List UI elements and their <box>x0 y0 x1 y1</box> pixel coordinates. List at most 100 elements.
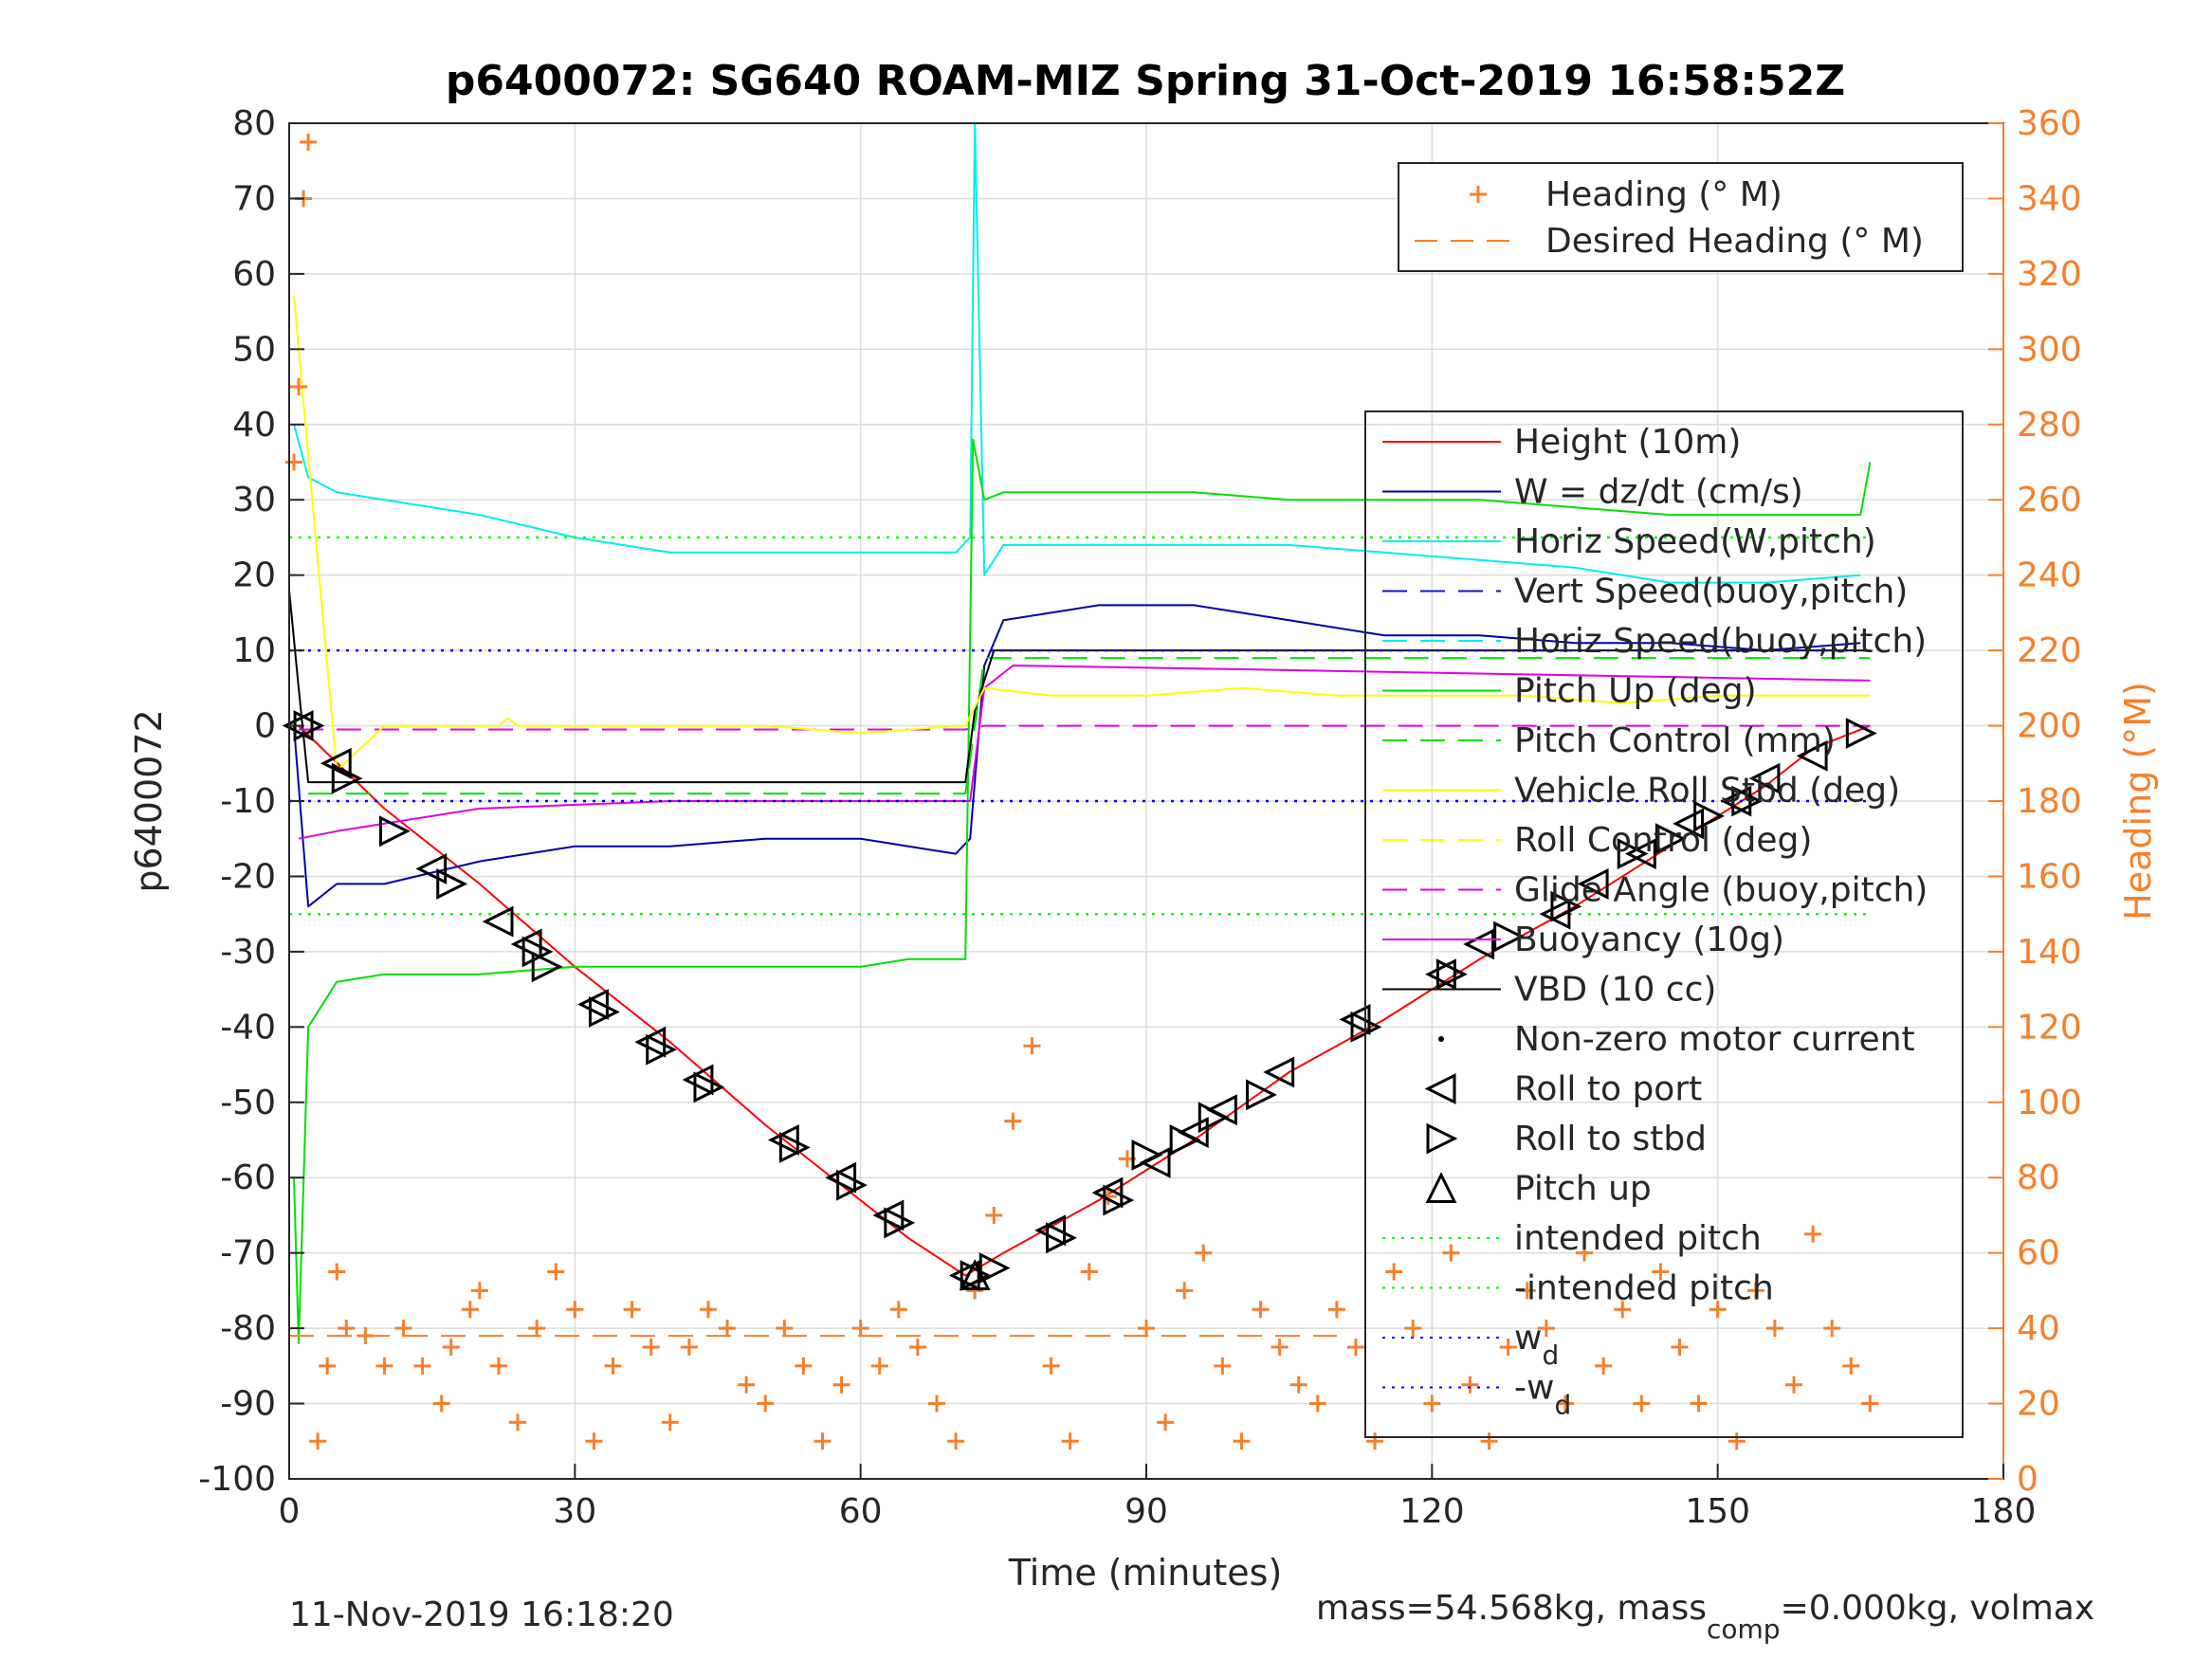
heading-point <box>1556 1395 1574 1413</box>
legend-row: Roll to stbd <box>1426 1120 1707 1158</box>
heading-point <box>1746 1282 1764 1300</box>
heading-point <box>1633 1395 1651 1413</box>
y-left-tick-label: -100 <box>198 1460 276 1499</box>
legend-row: Buoyancy (10g) <box>1382 921 1784 959</box>
heading-point <box>470 1282 488 1300</box>
chart-title: p6400072: SG640 ROAM-MIZ Spring 31-Oct-2… <box>446 57 1845 105</box>
heading-point <box>623 1301 641 1319</box>
heading-point <box>290 378 308 396</box>
legend-row: wd <box>1382 1319 1559 1371</box>
roll-to-port-marker <box>415 853 448 884</box>
roll-to-port-marker <box>1091 1176 1124 1209</box>
y-left-tick-label: -20 <box>220 857 276 896</box>
y-right-tick-label: 160 <box>2017 857 2082 896</box>
y-left-tick-label: 80 <box>232 104 276 143</box>
legend-row: W = dz/dt (cm/s) <box>1382 473 1803 512</box>
roll-to-stbd-marker <box>978 1252 1011 1284</box>
heading-point <box>1442 1244 1460 1262</box>
x-tick-label: 180 <box>1971 1492 2037 1531</box>
y-left-tick-label: -60 <box>220 1158 276 1197</box>
roll-to-port-marker <box>872 1199 905 1231</box>
legend-label: Pitch Control (mm) <box>1514 721 1836 760</box>
roll-to-port-marker <box>1748 762 1781 794</box>
heading-point <box>1728 1432 1746 1450</box>
marker-layer <box>282 710 1877 1291</box>
y-left-tick-label: 50 <box>232 330 276 369</box>
heading-point <box>1785 1376 1803 1394</box>
heading-point <box>1404 1320 1422 1338</box>
y-right-tick-label: 280 <box>2017 406 2082 445</box>
series-heading-m <box>285 133 1879 1450</box>
heading-point <box>1518 1282 1536 1300</box>
legend-label: Pitch up <box>1514 1170 1652 1209</box>
roll-to-port-marker <box>1577 867 1609 900</box>
heading-point <box>1765 1320 1783 1338</box>
legend-label: Roll Control (deg) <box>1514 821 1812 860</box>
heading-point <box>442 1338 460 1356</box>
legend-label: Roll to port <box>1514 1070 1702 1109</box>
roll-to-stbd-marker <box>1731 785 1764 817</box>
legend-label: Height (10m) <box>1514 423 1741 462</box>
legend-label: Buoyancy (10g) <box>1514 921 1784 959</box>
heading-point <box>1138 1320 1155 1338</box>
y-left-tick-label: -80 <box>220 1309 276 1348</box>
x-tick-label: 90 <box>1124 1492 1168 1531</box>
heading-point <box>1861 1395 1879 1413</box>
y-left-tick-label: -70 <box>220 1234 276 1273</box>
heading-point <box>1537 1320 1555 1338</box>
heading-point <box>1423 1395 1441 1413</box>
series-horiz-speed-w-pitch <box>293 122 1861 584</box>
heading-point <box>1614 1301 1632 1319</box>
legend-label: Pitch Up (deg) <box>1514 672 1757 711</box>
heading-point <box>328 1263 346 1281</box>
roll-to-stbd-marker <box>331 762 363 794</box>
y-left-axis-ticks: 80 70 60 50 40 30 20 10 0 -10 -20 -30 -40 -50 -60 -70 -8… <box>198 104 304 1499</box>
y-right-tick-label: 200 <box>2017 707 2082 746</box>
y-left-tick-label: 10 <box>232 631 276 670</box>
heading-point <box>795 1357 813 1375</box>
heading-point <box>528 1320 546 1338</box>
y-right-tick-label: 220 <box>2017 631 2082 670</box>
y-left-tick-label: 60 <box>232 255 276 294</box>
roll-to-stbd-marker <box>521 936 554 968</box>
legend-label: Roll to stbd <box>1514 1120 1707 1158</box>
legend-row: Height (10m) <box>1382 423 1741 462</box>
heading-point <box>1385 1263 1403 1281</box>
roll-to-stbd-marker <box>1693 800 1725 832</box>
y-right-tick-label: 180 <box>2017 782 2082 821</box>
y-right-tick-label: 340 <box>2017 179 2082 218</box>
y-right-tick-label: 40 <box>2017 1309 2060 1348</box>
x-tick-label: 120 <box>1399 1492 1465 1531</box>
legend-row: -intended pitch <box>1382 1269 1774 1308</box>
legend-row: Pitch up <box>1425 1170 1652 1209</box>
heading-point <box>1346 1338 1364 1356</box>
series-buoyancy-10g <box>298 665 1871 840</box>
heading-point <box>699 1301 717 1319</box>
x-tick-label: 0 <box>279 1492 301 1531</box>
y-left-tick-label: -50 <box>220 1084 276 1122</box>
y-right-tick-label: 0 <box>2017 1460 2038 1499</box>
heading-point <box>509 1413 527 1431</box>
heading-point <box>1004 1112 1022 1130</box>
roll-to-stbd-marker <box>1493 921 1526 953</box>
roll-to-stbd-marker <box>778 1132 811 1163</box>
y-right-tick-label: 300 <box>2017 330 2082 369</box>
heading-point <box>338 1320 356 1338</box>
series-vbd-10-cc <box>288 590 1871 784</box>
roll-to-port-marker <box>1539 898 1571 930</box>
roll-to-stbd-marker <box>1550 890 1582 922</box>
heading-point <box>738 1376 756 1394</box>
x-tick-label: 30 <box>553 1492 596 1531</box>
heading-point <box>1595 1357 1613 1375</box>
roll-to-stbd-marker <box>1246 1079 1277 1111</box>
heading-point <box>928 1395 946 1413</box>
roll-to-stbd-marker <box>1046 1222 1077 1254</box>
heading-point <box>1195 1244 1213 1262</box>
legend-row: Glide Angle (buoy,pitch) <box>1382 871 1928 910</box>
roll-to-stbd-marker <box>1197 1102 1230 1134</box>
heading-point <box>585 1432 603 1450</box>
roll-to-stbd-marker <box>1845 718 1877 749</box>
y-left-tick-label: 30 <box>232 481 276 520</box>
y-left-tick-label: -10 <box>220 782 276 821</box>
y-right-tick-label: 320 <box>2017 255 2082 294</box>
